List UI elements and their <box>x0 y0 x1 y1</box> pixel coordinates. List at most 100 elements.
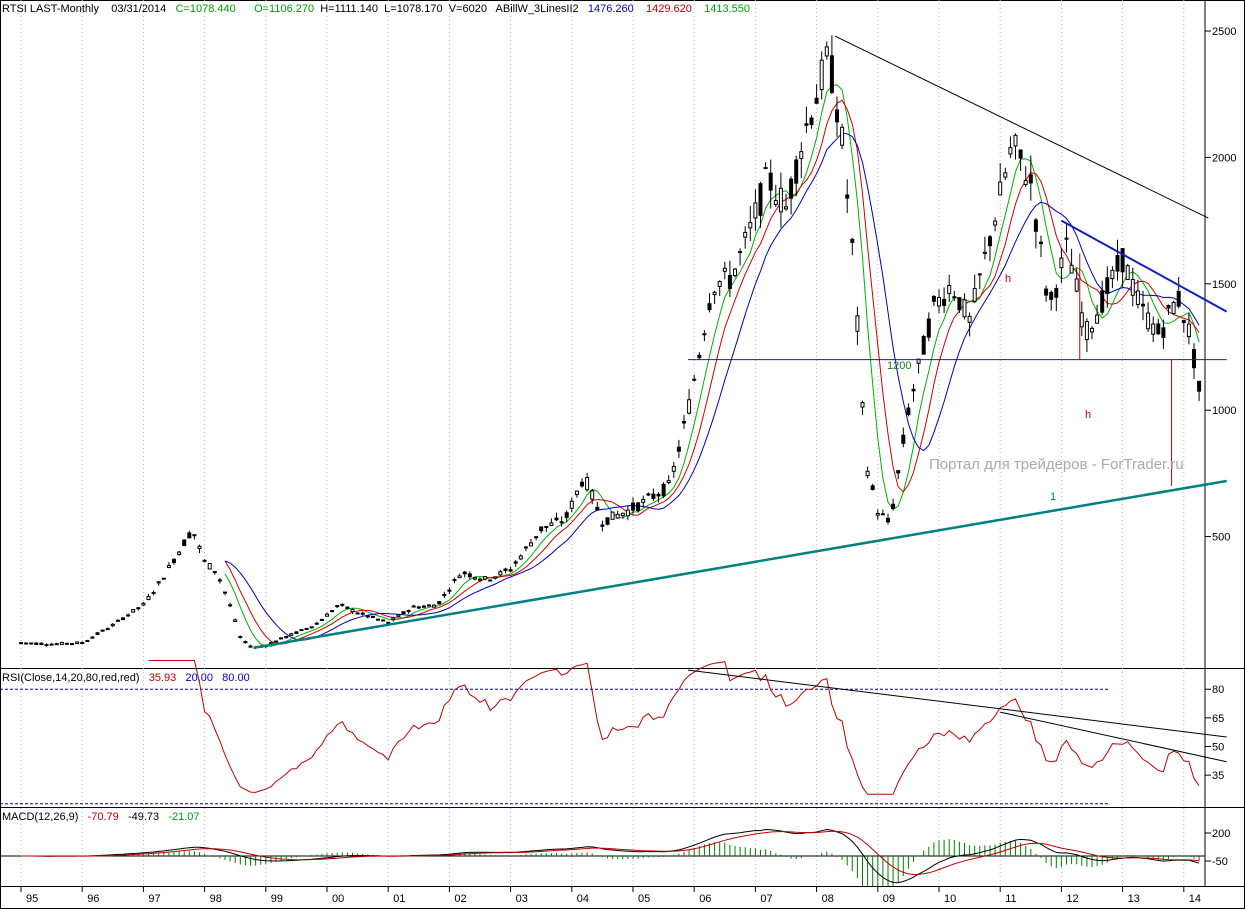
candle-body <box>1064 237 1069 240</box>
candle-body <box>564 512 569 518</box>
moving-averages <box>224 84 1200 647</box>
candle-body <box>926 318 931 338</box>
h-label-top: h <box>1005 273 1011 285</box>
candle-body <box>814 97 819 104</box>
candle-body <box>29 642 34 645</box>
support-line-label: 1 <box>1050 491 1056 503</box>
rsi-trendline-2 <box>1000 711 1227 763</box>
candle-body <box>687 399 692 414</box>
candle-body <box>1074 278 1079 292</box>
candle-body <box>656 493 661 497</box>
candle-body <box>1120 248 1125 273</box>
y-tick-label: 2000 <box>1212 152 1236 164</box>
trendline-resistance_short <box>1060 219 1228 313</box>
candle-body <box>503 568 508 571</box>
candle-body <box>1156 323 1161 335</box>
x-tick-label: 04 <box>577 893 589 905</box>
candle-body <box>376 618 380 621</box>
ind-green-value: 1413.550 <box>704 3 750 15</box>
candle-body <box>809 117 814 126</box>
candle-body <box>406 609 411 613</box>
candle-body <box>518 555 523 560</box>
open-label: O=1106.270 <box>254 3 315 15</box>
candle-body <box>595 506 600 511</box>
candle-body <box>1013 134 1018 147</box>
candle-body <box>758 183 763 216</box>
candle-body <box>743 231 748 238</box>
candle-body <box>988 236 992 247</box>
candle-body <box>432 604 437 608</box>
candle-body <box>712 291 717 296</box>
candle-body <box>855 315 860 332</box>
candle-body <box>325 613 329 617</box>
x-tick-label: 05 <box>638 893 650 905</box>
candle-body <box>115 619 120 622</box>
candle-body <box>697 354 702 359</box>
candle-body <box>488 579 493 582</box>
candle-body <box>151 592 156 595</box>
candle-body <box>727 274 732 290</box>
candle-body <box>478 578 482 581</box>
macd-name: MACD(12,26,9) <box>2 811 79 823</box>
candle-body <box>794 159 799 184</box>
candle-body <box>636 502 641 512</box>
candle-body <box>314 622 319 625</box>
rsi-value: 35.93 <box>148 672 177 684</box>
candle-body <box>967 315 972 323</box>
macd-tick-label: 200 <box>1212 828 1230 840</box>
macd-tick-label: -50 <box>1212 856 1228 868</box>
candle-body <box>784 206 788 210</box>
rsi-header: RSI(Close,14,20,80,red,red) 35.93 20.00 … <box>2 672 250 684</box>
candle-body <box>146 595 151 601</box>
candle-body <box>753 202 758 219</box>
candle-body <box>105 628 110 631</box>
candle-body <box>942 298 947 306</box>
candle-body <box>508 569 513 572</box>
candle-body <box>911 388 916 392</box>
candle-body <box>202 559 207 562</box>
y-tick-label: 1000 <box>1212 405 1236 417</box>
candle-body <box>416 606 421 609</box>
candle-body <box>299 629 304 632</box>
candle-body <box>559 521 564 524</box>
candle-body <box>1192 348 1196 369</box>
trendline-support <box>253 479 1227 650</box>
candle-body <box>447 589 452 592</box>
candle-body <box>386 621 391 624</box>
candle-body <box>682 421 686 424</box>
candle-body <box>442 593 447 597</box>
macd-signal-line <box>21 830 1200 876</box>
volume-label: V=6020 <box>448 3 487 15</box>
ma-red-line <box>224 99 1200 645</box>
candle-body <box>274 640 278 643</box>
rsi-line <box>148 660 1200 795</box>
candle-body <box>452 579 457 582</box>
candle-body <box>1008 147 1013 155</box>
x-tick-label: 01 <box>393 893 405 905</box>
candle-body <box>972 287 977 302</box>
candle-body <box>615 513 620 519</box>
x-tick-label: 12 <box>1066 893 1078 905</box>
candle-body <box>610 511 615 520</box>
candle-body <box>651 493 656 500</box>
watermark: Портал для трейдеров - ForTrader.ru <box>929 456 1184 473</box>
candle-body <box>1110 269 1115 280</box>
candle-body <box>360 612 365 615</box>
rsi-tick-label: 65 <box>1212 713 1224 725</box>
candle-body <box>355 612 360 615</box>
candle-body <box>931 295 936 302</box>
candle-body <box>427 604 431 607</box>
candle-body <box>1054 288 1059 298</box>
indicator-label: ABillW_3LinesII2 <box>495 3 579 15</box>
candle-body <box>54 643 59 646</box>
candle-body <box>707 303 712 311</box>
candle-body <box>1186 323 1191 337</box>
candle-body <box>304 627 309 630</box>
candle-body <box>284 635 289 639</box>
candle-body <box>962 299 967 318</box>
trendlines: 1200 h h 1 <box>253 35 1228 650</box>
candle-body <box>1135 290 1140 305</box>
candle-body <box>1049 291 1054 300</box>
candle-body <box>661 483 666 497</box>
candle-body <box>49 643 54 646</box>
